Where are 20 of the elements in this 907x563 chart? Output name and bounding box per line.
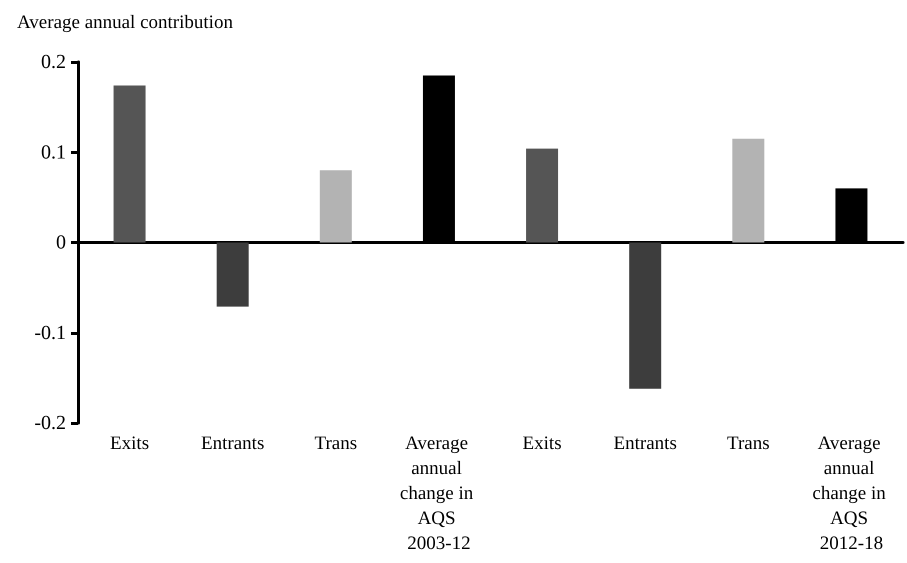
x-tick-label: Entrants	[201, 433, 264, 454]
x-tick-label: Average annual change in AQS 2003-12	[400, 433, 478, 554]
y-tick-label: -0.1	[34, 322, 66, 344]
y-tick-label: 0.2	[41, 51, 66, 73]
x-tick-label: Exits	[110, 433, 150, 454]
y-tick-label: 0.1	[41, 141, 66, 164]
x-tick-label: Entrants	[614, 433, 677, 454]
bar	[216, 242, 249, 307]
y-axis-title: Average annual contribution	[17, 12, 234, 33]
bar	[526, 148, 558, 242]
x-tick-label: Trans	[314, 433, 358, 454]
y-tick-label: -0.2	[34, 412, 66, 434]
bar	[629, 242, 662, 389]
x-tick-label: Trans	[727, 433, 770, 454]
y-tick-label: 0	[56, 232, 66, 254]
x-tick-label: Average annual change in AQS 2012-18	[812, 433, 890, 554]
bar	[732, 138, 764, 242]
bar	[320, 170, 352, 242]
x-tick-label: Exits	[522, 433, 562, 454]
bar	[114, 85, 146, 242]
